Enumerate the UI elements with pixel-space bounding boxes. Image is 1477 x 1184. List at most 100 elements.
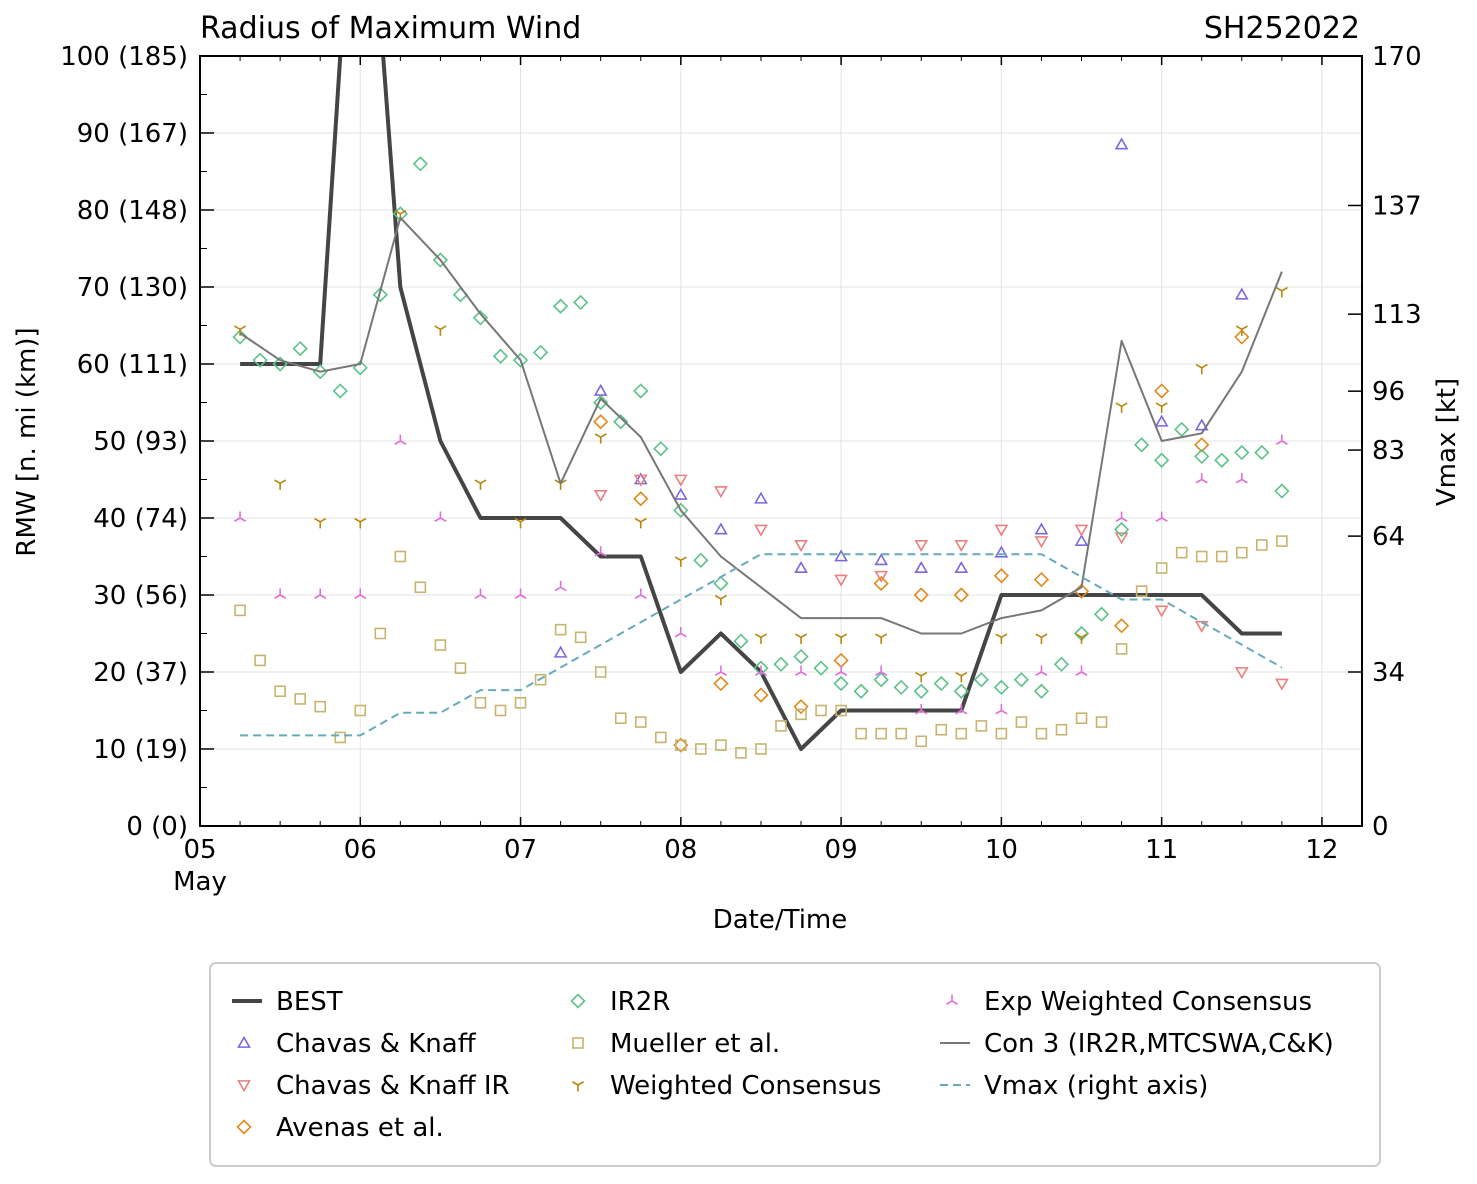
data-point bbox=[634, 517, 647, 529]
data-point bbox=[594, 546, 607, 557]
data-point bbox=[1154, 605, 1169, 618]
data-point bbox=[755, 743, 767, 755]
data-point bbox=[653, 441, 669, 457]
data-point bbox=[1234, 667, 1249, 680]
data-point bbox=[1135, 585, 1148, 597]
data-point bbox=[1114, 532, 1129, 545]
legend-label: Avenas et al. bbox=[276, 1113, 444, 1143]
legend-swatch bbox=[237, 1080, 251, 1093]
data-point bbox=[714, 594, 727, 606]
data-point bbox=[1115, 643, 1128, 655]
data-point bbox=[813, 660, 829, 676]
data-point bbox=[753, 660, 769, 676]
data-point bbox=[514, 588, 527, 599]
data-point bbox=[633, 474, 648, 487]
legend-swatch bbox=[570, 993, 586, 1009]
data-point bbox=[1154, 452, 1170, 468]
data-point bbox=[715, 739, 727, 751]
data-point bbox=[815, 704, 827, 717]
y-tick-label: 20 (37) bbox=[93, 658, 188, 688]
data-point bbox=[1195, 363, 1208, 375]
data-point bbox=[234, 511, 247, 522]
data-point bbox=[754, 491, 768, 504]
data-point bbox=[552, 298, 569, 314]
data-point bbox=[835, 704, 847, 717]
legend-entry-vmax-right-axis: Vmax (right axis) bbox=[940, 1071, 1208, 1101]
data-point bbox=[354, 704, 367, 717]
data-point bbox=[915, 671, 928, 683]
y2-tick-label: 34 bbox=[1372, 658, 1405, 688]
data-point bbox=[1274, 678, 1289, 691]
data-point bbox=[793, 699, 809, 715]
data-point bbox=[634, 716, 647, 728]
data-point bbox=[1194, 418, 1209, 431]
data-point bbox=[1035, 665, 1048, 676]
data-point bbox=[733, 633, 749, 649]
data-point bbox=[434, 511, 447, 522]
data-point bbox=[673, 487, 688, 500]
data-point bbox=[913, 587, 929, 603]
data-point bbox=[434, 639, 447, 651]
data-point bbox=[414, 581, 427, 594]
data-point bbox=[1074, 533, 1089, 547]
legend-label: BEST bbox=[276, 987, 343, 1017]
data-point bbox=[1235, 546, 1248, 559]
data-point bbox=[1275, 434, 1288, 445]
data-point bbox=[833, 675, 849, 692]
y2-tick-label: 137 bbox=[1372, 191, 1422, 221]
data-point bbox=[1015, 716, 1028, 728]
data-point bbox=[432, 252, 449, 268]
data-point bbox=[1115, 511, 1128, 522]
data-point bbox=[474, 696, 487, 709]
data-point bbox=[412, 156, 429, 172]
legend-entry-best: BEST bbox=[232, 987, 343, 1017]
data-point bbox=[915, 735, 928, 748]
data-point bbox=[1113, 521, 1130, 538]
data-point bbox=[954, 540, 969, 553]
data-point bbox=[374, 627, 387, 640]
data-point bbox=[895, 727, 908, 740]
data-point bbox=[1214, 452, 1230, 468]
y-tick-label: 40 (74) bbox=[93, 504, 188, 534]
data-point bbox=[1075, 633, 1088, 644]
data-point bbox=[1215, 550, 1228, 563]
data-point bbox=[254, 654, 266, 667]
data-point bbox=[914, 540, 929, 553]
data-point bbox=[1276, 535, 1288, 547]
data-point bbox=[855, 727, 867, 740]
data-point bbox=[1175, 546, 1188, 559]
data-point bbox=[775, 720, 787, 732]
data-point bbox=[1033, 683, 1050, 699]
y-tick-label: 60 (111) bbox=[77, 350, 188, 380]
data-point bbox=[874, 553, 889, 566]
storm-id: SH252022 bbox=[1204, 11, 1360, 46]
data-point bbox=[1235, 473, 1248, 484]
data-point bbox=[713, 575, 729, 592]
data-point bbox=[735, 747, 747, 759]
data-point bbox=[1013, 672, 1030, 688]
data-point bbox=[794, 633, 808, 644]
x-tick-label: 11 bbox=[1145, 835, 1178, 865]
data-point bbox=[674, 556, 687, 567]
data-point bbox=[594, 433, 607, 444]
data-point bbox=[534, 673, 547, 686]
data-point bbox=[955, 727, 968, 740]
data-point bbox=[955, 704, 968, 715]
data-point bbox=[873, 575, 889, 592]
legend: BEST Chavas & Knaff Chavas & Knaff IR Avena… bbox=[209, 962, 1381, 1167]
data-point bbox=[573, 294, 589, 311]
data-point bbox=[714, 522, 728, 535]
data-point bbox=[514, 696, 527, 709]
data-point bbox=[794, 560, 808, 573]
data-point bbox=[1234, 329, 1250, 345]
data-point bbox=[1155, 402, 1168, 413]
legend-label: Chavas & Knaff IR bbox=[276, 1071, 510, 1101]
y2-tick-label: 0 bbox=[1372, 812, 1389, 842]
data-point bbox=[1155, 511, 1168, 522]
data-point bbox=[633, 383, 649, 399]
data-point bbox=[614, 712, 627, 725]
legend-entry-avenas-et-al: Avenas et al. bbox=[236, 1113, 444, 1143]
legend-label: Exp Weighted Consensus bbox=[984, 987, 1312, 1017]
data-point bbox=[913, 683, 929, 699]
data-point bbox=[1154, 383, 1170, 399]
